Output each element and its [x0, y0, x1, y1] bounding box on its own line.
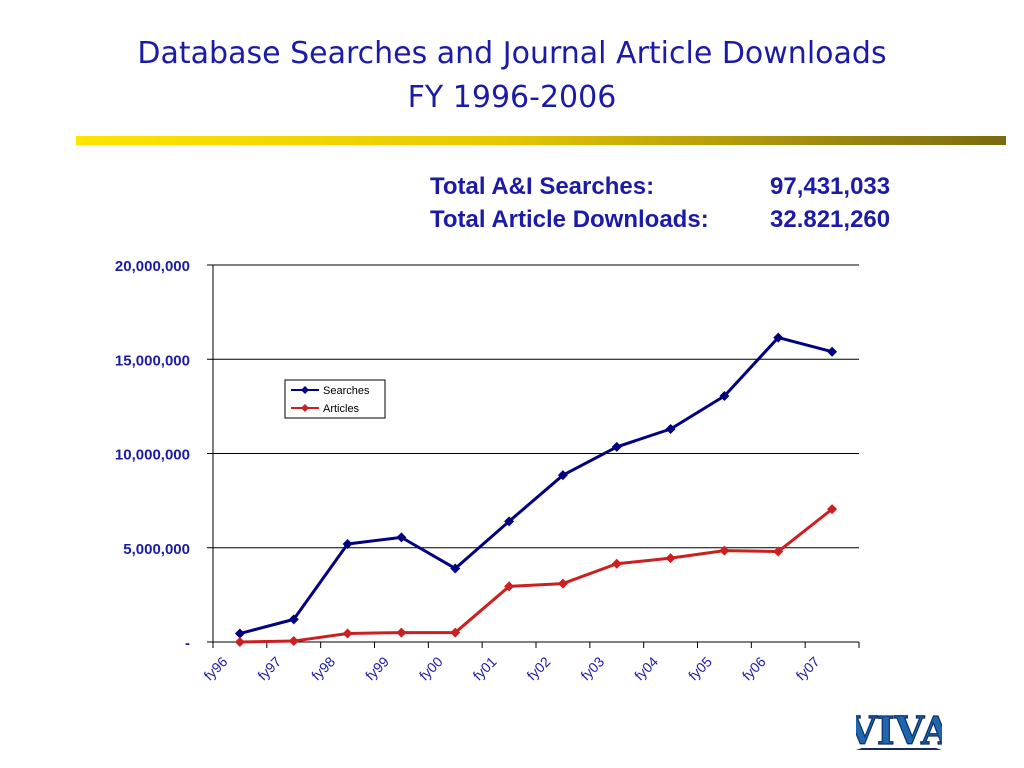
- legend-swatch-marker: [301, 386, 309, 394]
- y-tick-label: -: [185, 635, 190, 652]
- totals-downloads-value: 32.821,260: [770, 206, 891, 233]
- x-tick-label: fy06: [739, 653, 769, 683]
- x-tick-label: fy97: [254, 653, 284, 683]
- totals-row-downloads: Total Article Downloads: 32.821,260: [430, 203, 912, 236]
- data-point-articles: [719, 545, 730, 556]
- data-point-articles: [773, 546, 784, 557]
- data-point-searches: [827, 346, 838, 357]
- data-point-articles: [611, 558, 622, 569]
- series-line-articles: [239, 507, 834, 644]
- data-point-articles: [288, 636, 299, 647]
- data-point-articles: [234, 637, 245, 647]
- slide-title: Database Searches and Journal Article Do…: [0, 32, 1024, 120]
- data-point-searches: [773, 332, 784, 343]
- data-point-articles: [557, 578, 568, 589]
- y-tick-label: 15,000,000: [115, 352, 190, 369]
- totals-searches-label: Total A&I Searches:: [430, 173, 655, 200]
- data-point-searches: [396, 532, 407, 543]
- data-point-articles: [827, 504, 838, 515]
- totals-row-searches: Total A&I Searches: 97,431,033: [430, 170, 912, 203]
- x-tick-label: fy02: [523, 653, 553, 683]
- data-point-searches: [557, 470, 568, 481]
- data-point-searches: [234, 628, 245, 639]
- totals-downloads-label: Total Article Downloads:: [430, 206, 709, 233]
- x-tick-label: fy96: [200, 653, 230, 683]
- x-tick-label: fy01: [470, 653, 500, 683]
- data-point-articles: [504, 581, 515, 592]
- totals-searches-value: 97,431,033: [770, 173, 891, 200]
- data-point-searches: [719, 391, 730, 402]
- data-point-searches: [288, 614, 299, 625]
- x-tick-label: fy99: [362, 653, 392, 683]
- legend-box: [284, 379, 386, 419]
- legend-label: Searches: [323, 385, 370, 397]
- title-line-2: FY 1996-2006: [407, 80, 617, 115]
- logo-base: [856, 748, 942, 750]
- data-point-searches: [342, 538, 353, 549]
- legend-swatch-marker: [301, 404, 309, 412]
- totals-block: Total A&I Searches: 97,431,033 Total Art…: [430, 170, 912, 236]
- y-tick-label: 5,000,000: [123, 541, 190, 558]
- x-tick-label: fy04: [631, 653, 661, 683]
- y-tick-label: 20,000,000: [115, 258, 190, 275]
- data-point-searches: [611, 441, 622, 452]
- data-point-searches: [665, 423, 676, 434]
- legend-label: Articles: [323, 403, 360, 415]
- logo-text: VIVA: [856, 708, 942, 750]
- data-point-articles: [396, 627, 407, 638]
- series-line-searches: [239, 336, 833, 635]
- title-divider: [76, 136, 1006, 145]
- x-tick-label: fy07: [793, 653, 823, 683]
- data-point-articles: [342, 628, 353, 639]
- x-tick-label: fy05: [685, 653, 715, 683]
- data-point-searches: [450, 563, 461, 574]
- y-tick-label: 10,000,000: [115, 447, 190, 464]
- x-tick-label: fy98: [308, 653, 338, 683]
- x-tick-label: fy00: [416, 653, 446, 683]
- title-line-1: Database Searches and Journal Article Do…: [137, 36, 887, 71]
- x-tick-label: fy03: [577, 653, 607, 683]
- data-point-articles: [665, 553, 676, 564]
- viva-logo: VIVA: [856, 708, 942, 750]
- data-point-articles: [450, 627, 461, 638]
- data-point-searches: [504, 516, 515, 527]
